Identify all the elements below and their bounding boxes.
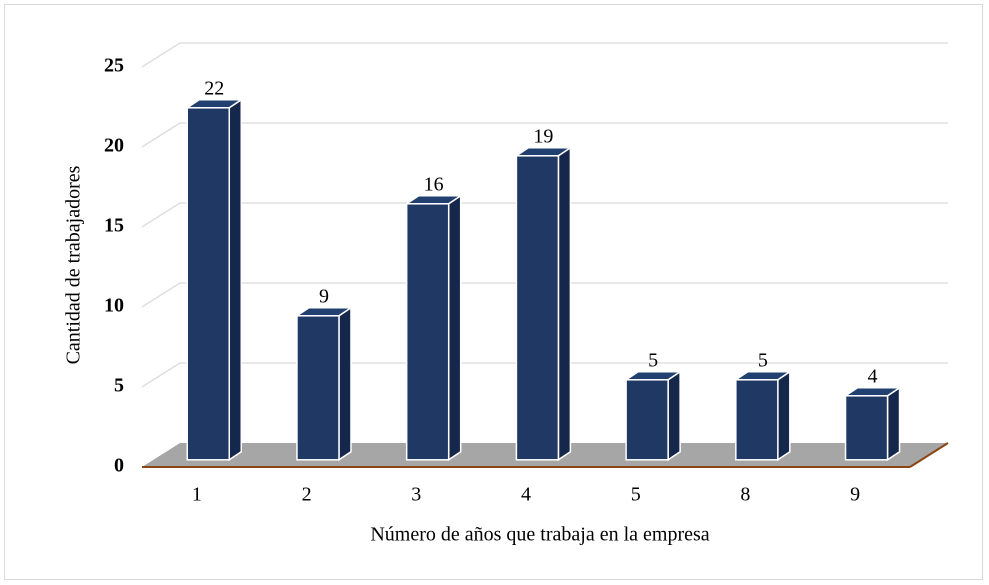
bar <box>844 395 889 461</box>
bar-side <box>886 386 901 462</box>
bar <box>515 155 560 461</box>
floor-edge <box>909 442 949 468</box>
y-tick-label: 0 <box>114 455 124 477</box>
y-tick-label: 20 <box>104 135 124 157</box>
bar <box>625 379 669 461</box>
x-tick-label: 1 <box>192 484 202 506</box>
data-label: 9 <box>319 285 329 307</box>
x-axis-title: Número de años que trabaja en la empresa <box>370 524 709 546</box>
grid-line <box>141 122 948 148</box>
x-tick-label: 9 <box>850 484 860 506</box>
data-label: 19 <box>533 125 553 147</box>
x-tick-label: 4 <box>521 484 531 506</box>
bar <box>296 315 340 461</box>
bar <box>405 203 450 461</box>
x-tick-label: 8 <box>740 484 750 506</box>
data-label: 16 <box>424 173 444 195</box>
data-label: 5 <box>648 349 658 371</box>
y-tick-label: 15 <box>104 215 124 237</box>
data-label: 4 <box>868 365 878 387</box>
grid-line <box>141 42 948 68</box>
bar-side <box>447 194 462 462</box>
bar-side <box>557 146 572 462</box>
grid-line <box>141 202 948 228</box>
grid-line <box>141 282 948 308</box>
y-tick-label: 5 <box>114 375 124 397</box>
x-tick-label: 3 <box>411 484 421 506</box>
bar-side <box>777 370 791 462</box>
bar <box>186 107 231 461</box>
x-tick-label: 2 <box>302 484 312 506</box>
bar-side <box>667 370 681 462</box>
y-tick-label: 10 <box>104 295 124 317</box>
y-axis-title: Cantidad de trabajadores <box>63 165 85 364</box>
x-tick-label: 5 <box>631 484 641 506</box>
bar-side <box>338 306 352 462</box>
bar-side <box>228 98 243 462</box>
chart-border <box>4 4 983 580</box>
y-tick-label: 25 <box>104 55 124 77</box>
bar <box>735 379 779 461</box>
data-label: 22 <box>204 77 224 99</box>
grid-line <box>141 362 948 388</box>
data-label: 5 <box>758 349 768 371</box>
